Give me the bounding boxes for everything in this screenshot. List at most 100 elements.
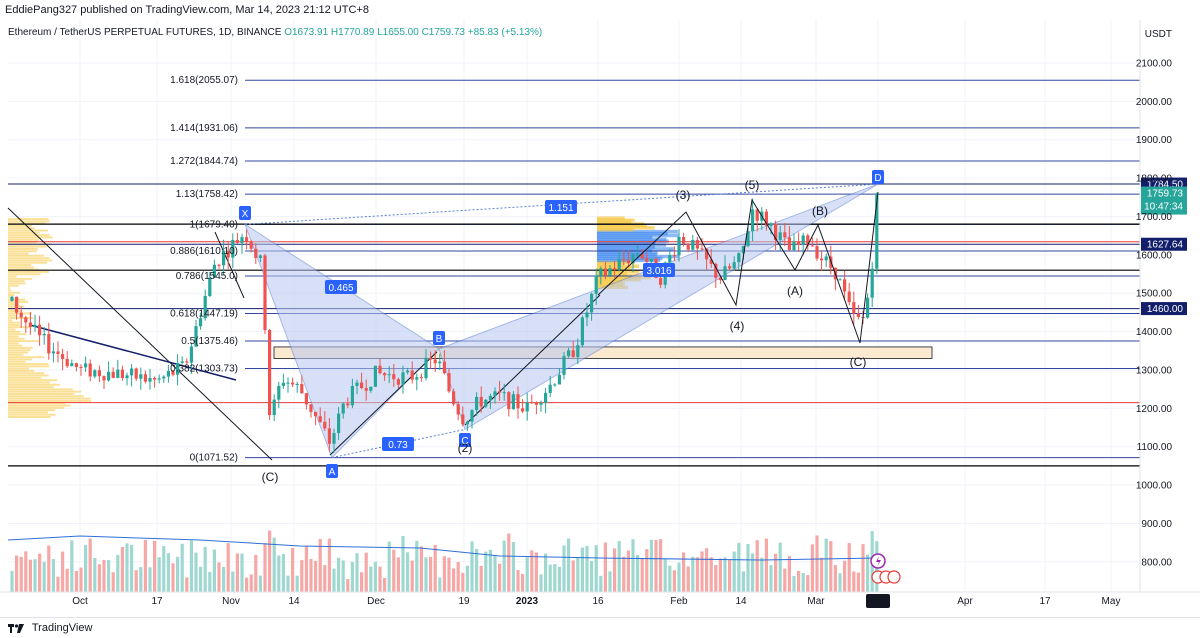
candle-body (337, 413, 341, 434)
volume-bar (396, 557, 400, 592)
y-tick-label: 1600.00 (1136, 250, 1173, 261)
session-profile-bar (597, 231, 668, 236)
volume-bar (562, 545, 566, 592)
volume-bar (755, 540, 759, 592)
candle-body (498, 391, 502, 393)
volume-bar (171, 563, 175, 592)
candle-body (534, 402, 538, 405)
volume-profile-bar (8, 254, 45, 257)
candle-body (424, 357, 428, 379)
ohlc-change: +85.83 (+5.13%) (468, 27, 543, 38)
volume-profile-bar (8, 323, 20, 326)
volume-bar (134, 570, 138, 592)
volume-bar (65, 568, 69, 592)
volume-bar (263, 543, 267, 592)
volume-bar (479, 565, 483, 592)
volume-profile-bar (8, 395, 84, 398)
volume-bar (254, 554, 258, 592)
volume-bar (383, 577, 387, 592)
volume-bar (56, 576, 60, 592)
us-flag-icon (887, 570, 901, 584)
volume-bar (700, 551, 704, 592)
volume-bar (723, 557, 727, 592)
x-tick-label: Nov (222, 596, 240, 607)
harmonic-point-box (459, 433, 471, 447)
volume-bar (148, 567, 152, 592)
candle-body (567, 350, 571, 357)
harmonic-point-label: D (874, 173, 881, 184)
volume-bar (852, 571, 856, 592)
volume-bar (567, 538, 571, 592)
candle-body (199, 318, 203, 327)
volume-bar (406, 552, 410, 592)
volume-bar (590, 560, 594, 592)
candle-body (626, 260, 630, 264)
volume-bar (824, 538, 828, 592)
candle-body (387, 374, 391, 376)
volume-profile-bar (8, 273, 41, 276)
volume-profile-bar (8, 342, 19, 345)
volume-bar (355, 553, 359, 592)
session-profile-bar (597, 235, 653, 240)
volume-profile-bar (8, 333, 27, 336)
volume-bar (318, 538, 322, 592)
session-profile-bar (597, 226, 655, 230)
y-tick-label: 1400.00 (1136, 327, 1173, 338)
volume-bar (594, 545, 598, 592)
harmonic-point-label: X (242, 209, 249, 220)
volume-bar (838, 573, 842, 592)
candle-body (79, 366, 83, 368)
session-profile-bar (597, 243, 667, 247)
candle-body (544, 392, 548, 403)
volume-bar (346, 579, 350, 592)
volume-profile-bar (8, 397, 91, 400)
volume-bar (337, 557, 341, 592)
candle-body (599, 268, 603, 276)
candle-body (226, 250, 230, 258)
trendline-wedge (214, 231, 245, 299)
candle-body (783, 232, 787, 238)
x-tick-label: 14 (288, 596, 300, 607)
volume-bar (387, 541, 391, 592)
candle-body (797, 241, 801, 245)
fib-level-label: 0.382(1303.73) (170, 364, 238, 375)
volume-bar (323, 565, 327, 592)
candle-body (134, 368, 138, 379)
candle-body (585, 312, 589, 318)
candle-body (516, 394, 520, 409)
volume-bar (599, 575, 603, 592)
fib-level-label: 1.13(1758.42) (176, 189, 238, 200)
session-profile-bar (597, 275, 652, 280)
volume-profile-bar (8, 247, 38, 250)
candle-body (15, 296, 19, 313)
candle-body (461, 414, 465, 425)
chart-legend: Ethereum / TetherUS PERPETUAL FUTURES, 1… (8, 27, 542, 38)
candle-body (576, 345, 580, 357)
volume-bar (760, 557, 764, 592)
candle-body (33, 324, 37, 328)
wave-label: (C) (850, 355, 867, 369)
volume-profile-bar (8, 224, 32, 227)
volume-bar (392, 549, 396, 592)
volume-bar (217, 562, 221, 592)
candle-body (645, 258, 649, 262)
x-tick-label: Mar (807, 596, 825, 607)
fib-level-label: 1.618(2055.07) (170, 75, 238, 86)
candle-body (442, 361, 446, 374)
x-tick-label: Oct (72, 596, 88, 607)
candle-body (323, 421, 327, 429)
volume-bar (102, 559, 106, 592)
candle-body (28, 322, 32, 328)
volume-profile-bar (8, 328, 16, 331)
volume-bar (585, 545, 589, 592)
volume-profile-bar (8, 257, 50, 260)
volume-bar (314, 560, 318, 592)
x-tick-label: 16 (592, 596, 604, 607)
candle-body (456, 404, 460, 415)
candle-body (438, 361, 442, 364)
ohlc-open: O1673.91 (284, 27, 328, 38)
volume-profile-bar (8, 346, 33, 349)
harmonic-ratio-label: 0.73 (388, 440, 408, 451)
fib-level-label: 0.786(1545.0) (176, 271, 238, 282)
